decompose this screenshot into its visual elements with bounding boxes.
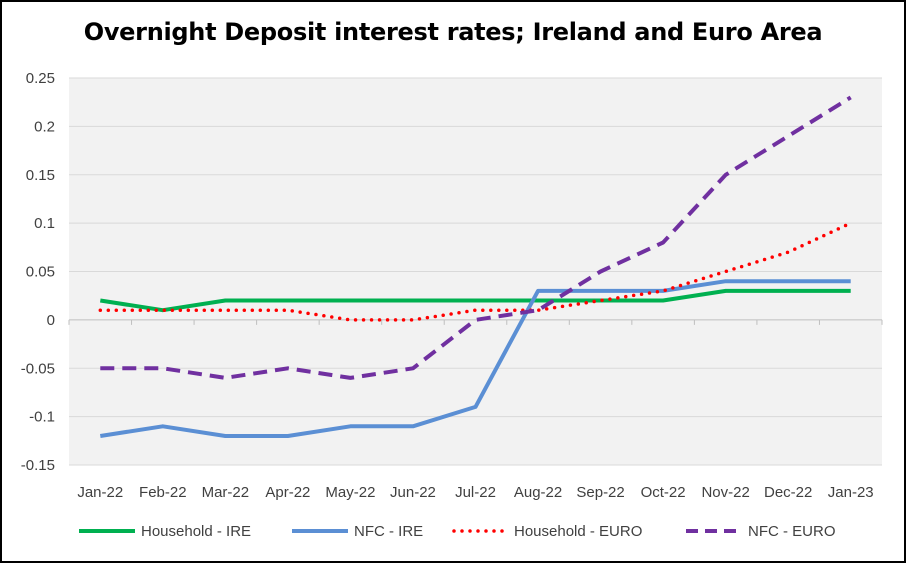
x-tick-label: Mar-22 <box>202 484 250 501</box>
x-axis <box>68 319 883 325</box>
x-tick-label: Jan-23 <box>828 484 874 501</box>
x-axis-ticks: Jan-22 Feb-22 Mar-22 Apr-22 May-22 Jun-22 Jul-… <box>77 484 873 501</box>
x-tick-label: Jan-22 <box>77 484 123 501</box>
series-lines <box>98 95 853 438</box>
legend-label: Household - IRE <box>141 522 252 540</box>
legend-label: NFC - IRE <box>354 522 424 540</box>
legend-swatch-nfc-euro <box>686 529 742 533</box>
x-tick-label: Jul-22 <box>455 484 496 501</box>
y-tick-label: 0.2 <box>34 118 55 135</box>
legend-swatch-nfc-ire <box>292 529 348 533</box>
legend-swatch-household-ire <box>79 529 135 533</box>
legend-label: NFC - EURO <box>748 522 836 540</box>
series-line-nfc-ire <box>99 279 851 438</box>
legend: Household - IRE NFC - IRE Household - EU… <box>0 518 906 544</box>
y-tick-label: -0.15 <box>21 457 55 474</box>
x-tick-label: Sep-22 <box>576 484 624 501</box>
y-tick-label: 0.25 <box>26 70 55 87</box>
legend-swatch-household-euro <box>452 529 508 533</box>
x-tick-label: Apr-22 <box>265 484 310 501</box>
x-tick-label: Feb-22 <box>139 484 187 501</box>
y-tick-label: 0.15 <box>26 167 55 184</box>
x-tick-label: May-22 <box>325 484 375 501</box>
x-tick-label: Oct-22 <box>641 484 686 501</box>
y-tick-label: 0 <box>47 312 55 329</box>
series-line-household-ire <box>99 288 851 313</box>
legend-item-nfc-ire: NFC - IRE <box>292 518 423 544</box>
legend-label: Household - EURO <box>514 522 643 540</box>
x-tick-label: Dec-22 <box>764 484 812 501</box>
x-tick-label: Nov-22 <box>701 484 749 501</box>
gridlines <box>69 77 882 466</box>
x-tick-label: Jun-22 <box>390 484 436 501</box>
legend-item-household-euro: Household - EURO <box>452 518 642 544</box>
y-tick-label: 0.05 <box>26 264 55 281</box>
legend-item-nfc-euro: NFC - EURO <box>686 518 836 544</box>
y-axis-ticks: 0.25 0.2 0.15 0.1 0.05 0 -0.05 -0.1 -0.15 <box>21 70 55 474</box>
chart-title: Overnight Deposit interest rates; Irelan… <box>83 18 823 46</box>
series-line-nfc-euro <box>100 95 852 380</box>
y-tick-label: -0.05 <box>21 360 55 377</box>
x-tick-label: Aug-22 <box>514 484 562 501</box>
y-tick-label: 0.1 <box>34 215 55 232</box>
y-tick-label: -0.1 <box>29 409 55 426</box>
series-line-household-euro <box>98 221 853 322</box>
legend-item-household-ire: Household - IRE <box>79 518 251 544</box>
